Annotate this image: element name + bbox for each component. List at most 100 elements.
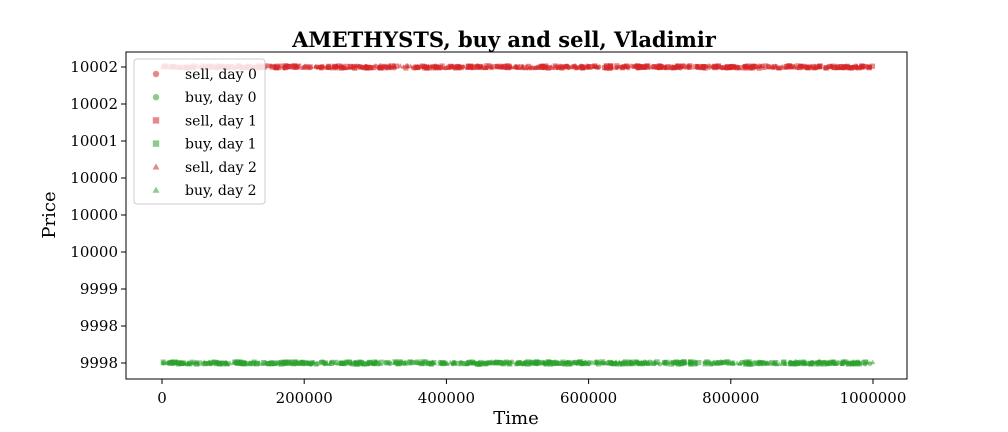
x-tick-label: 600000 [560, 389, 617, 407]
data-point [399, 359, 405, 365]
data-point [593, 360, 599, 366]
data-point [353, 361, 359, 366]
x-tick-label: 400000 [418, 389, 475, 407]
data-point [536, 63, 542, 68]
data-point [620, 360, 626, 366]
data-point [324, 361, 330, 366]
legend-item: sell, day 0 [152, 67, 257, 83]
legend: sell, day 0 buy, day 0 sell, day 1 buy, day… [133, 58, 266, 205]
data-point [640, 64, 646, 70]
legend-marker [152, 117, 160, 124]
data-point [299, 65, 305, 70]
data-point [774, 361, 780, 367]
data-point [599, 359, 606, 365]
data-point [648, 64, 654, 70]
data-point [415, 64, 421, 69]
legend-label: sell, day 2 [185, 160, 257, 176]
legend-label: sell, day 0 [185, 67, 257, 83]
data-point [479, 63, 485, 69]
data-point [488, 360, 494, 366]
data-point [546, 359, 552, 364]
data-point [197, 360, 203, 366]
data-point [402, 361, 408, 366]
data-point [519, 63, 525, 69]
data-point [201, 359, 207, 364]
legend-box [133, 58, 266, 205]
data-point [160, 360, 166, 366]
data-point [870, 359, 876, 365]
data-point [795, 63, 801, 69]
legend-label: sell, day 1 [185, 113, 257, 129]
data-point [488, 65, 494, 71]
data-point [434, 63, 440, 69]
data-point [431, 360, 437, 365]
data-point [664, 359, 670, 365]
series-sell-day-2 [159, 63, 873, 71]
data-point [829, 63, 835, 69]
data-point [440, 65, 446, 70]
data-point [555, 65, 561, 70]
data-point [316, 64, 322, 70]
legend-label: buy, day 0 [185, 90, 257, 106]
data-point [782, 361, 788, 367]
data-point [539, 63, 546, 70]
data-point [603, 360, 609, 366]
x-axis-label: Time [493, 408, 538, 429]
y-tick-label: 9998 [80, 317, 118, 335]
data-point [287, 360, 293, 366]
data-point [312, 63, 318, 69]
legend-item: sell, day 2 [152, 160, 257, 176]
data-point [556, 361, 562, 366]
data-point [213, 360, 219, 366]
data-point [749, 63, 755, 69]
data-point [581, 361, 587, 367]
data-point [855, 65, 861, 70]
data-point [405, 63, 411, 69]
data-point [475, 63, 481, 69]
data-point [744, 64, 750, 70]
data-point [826, 360, 833, 366]
x-tick-label: 200000 [276, 389, 333, 407]
data-point [787, 361, 793, 367]
data-point [532, 65, 538, 70]
y-tick-label: 10001 [70, 132, 118, 150]
data-point [292, 65, 298, 71]
data-point [397, 63, 403, 68]
data-point [378, 359, 385, 365]
data-point [814, 63, 820, 70]
data-point [291, 63, 297, 69]
data-point [419, 63, 425, 69]
data-point [336, 361, 342, 366]
data-point [606, 63, 612, 69]
data-point [400, 64, 406, 69]
data-point [348, 361, 354, 366]
data-point [632, 63, 639, 69]
data-point [447, 359, 454, 365]
data-point [824, 63, 830, 69]
data-point [614, 63, 620, 69]
data-point [667, 65, 673, 70]
data-point [614, 361, 620, 367]
x-axis-ticks: 0 200000 400000 600000 800000 1000000 [157, 379, 906, 407]
data-point [378, 361, 384, 367]
data-point [446, 64, 452, 70]
data-point [313, 361, 319, 367]
data-point [547, 361, 553, 367]
data-point [867, 64, 873, 69]
data-point [523, 65, 529, 71]
data-point [525, 63, 531, 69]
y-tick-label: 9998 [80, 354, 118, 372]
data-point [272, 65, 278, 70]
data-point [223, 359, 229, 365]
data-point [526, 65, 532, 71]
data-point [263, 361, 269, 366]
data-point [502, 63, 508, 70]
data-point [770, 63, 776, 69]
data-point [569, 64, 575, 70]
data-point [588, 64, 594, 70]
data-point [562, 361, 568, 367]
data-point [571, 359, 577, 365]
data-point [362, 360, 368, 367]
data-point [740, 359, 746, 365]
data-point [452, 64, 458, 70]
